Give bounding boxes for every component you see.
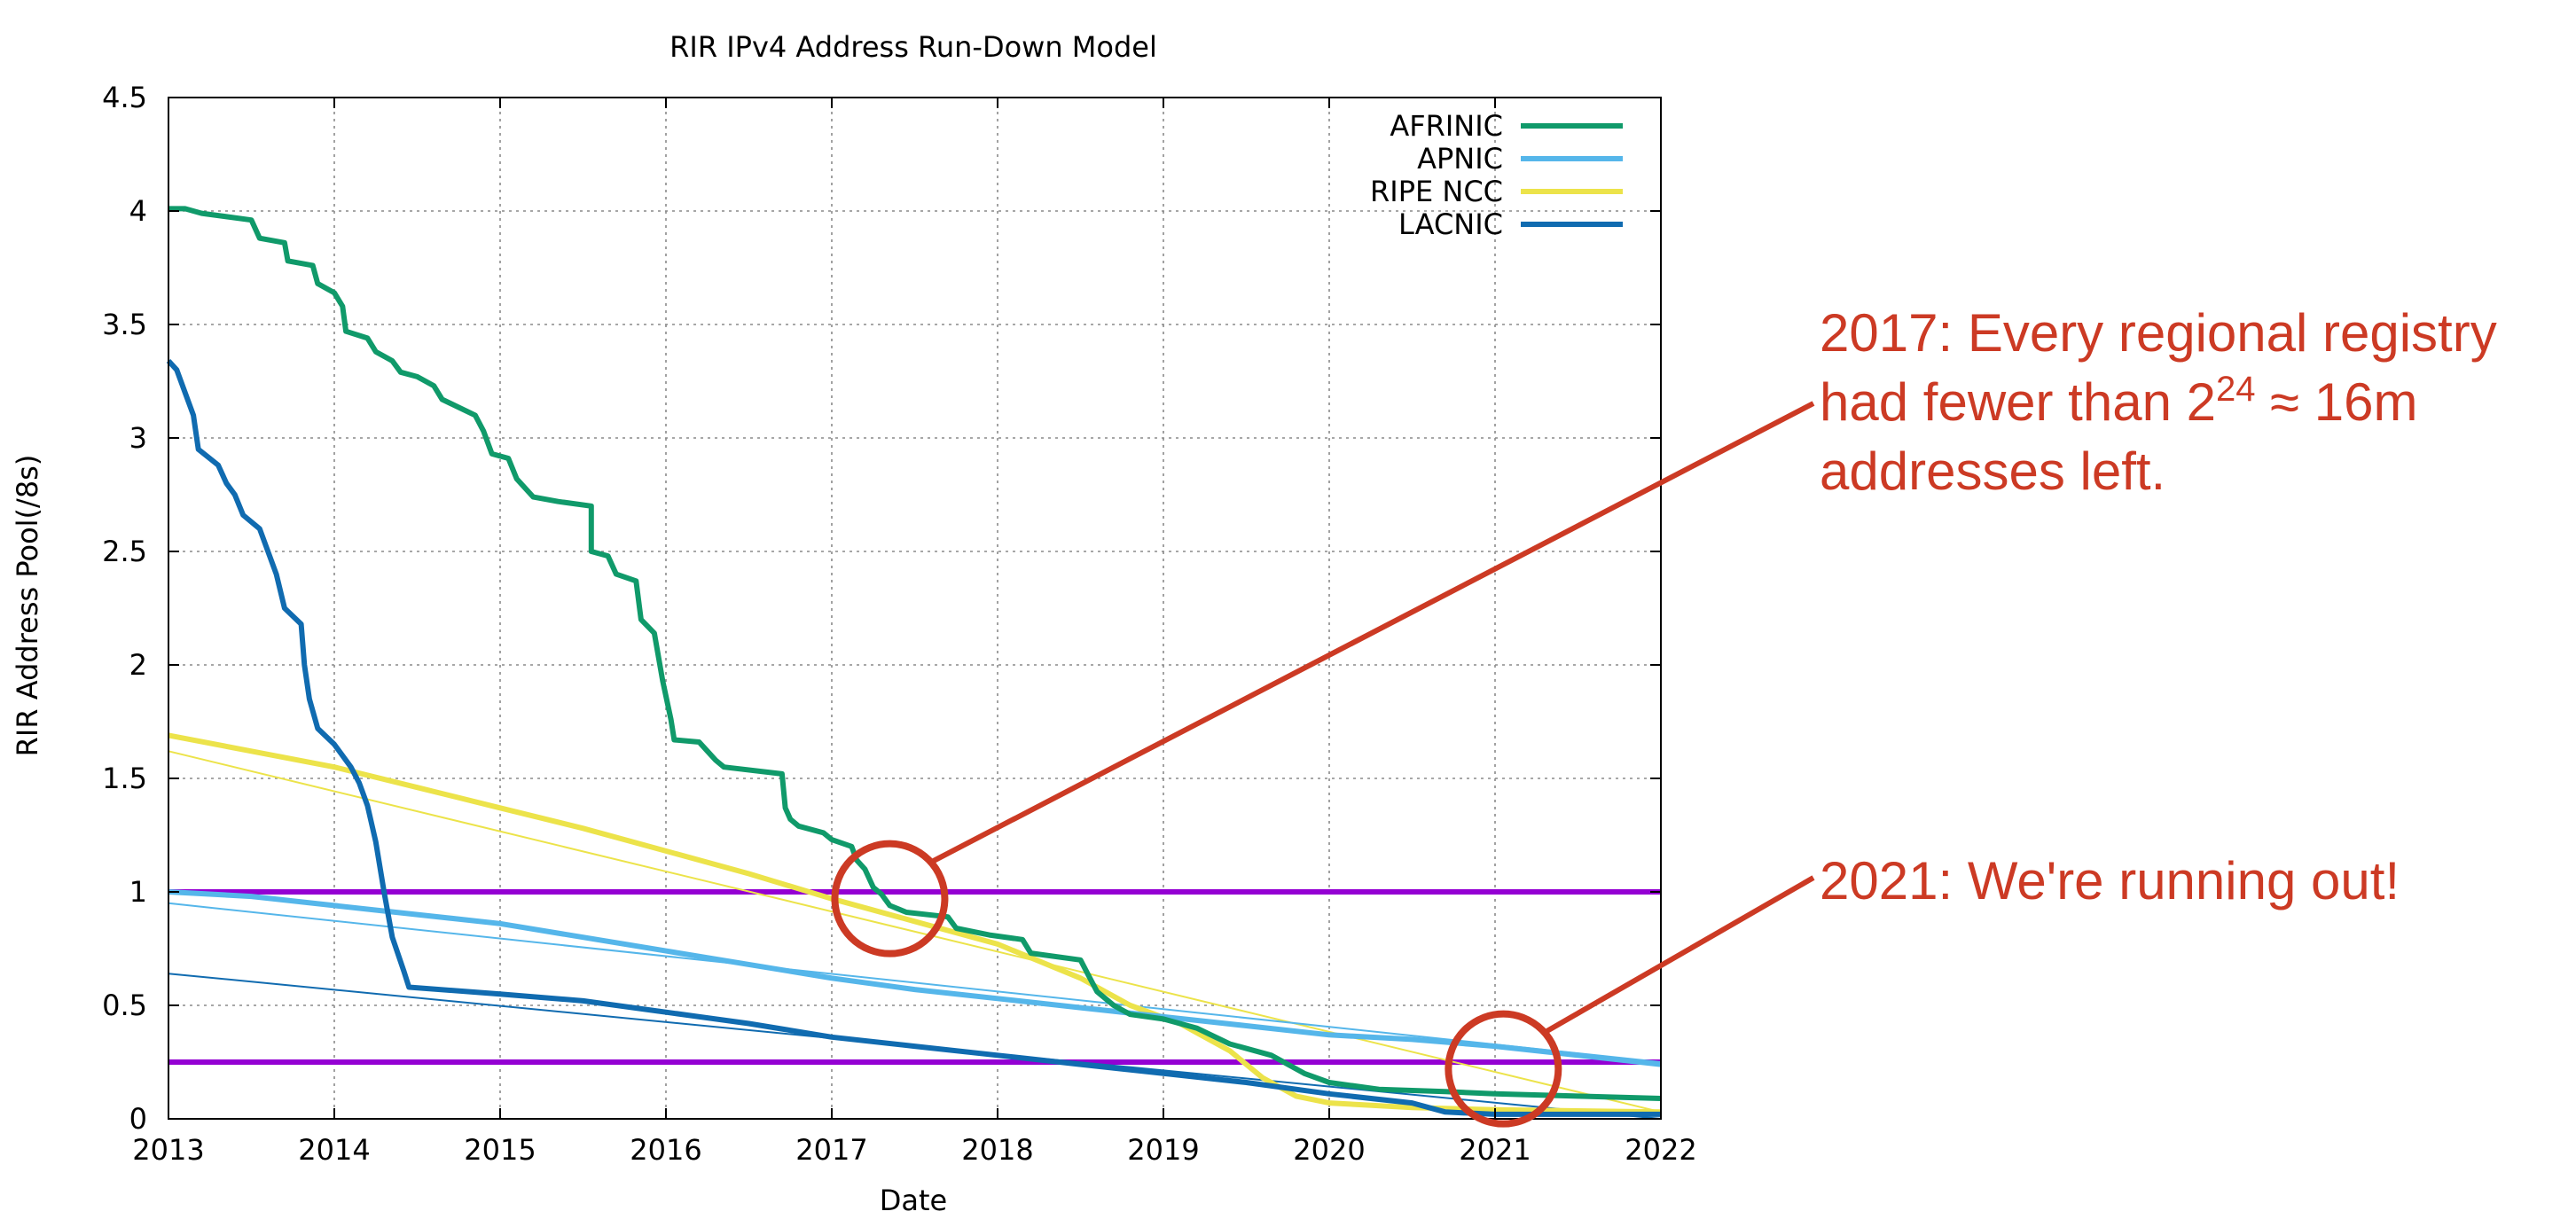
x-tick-label: 2015 — [464, 1133, 536, 1167]
y-tick-label: 4.5 — [102, 81, 147, 114]
annotation-2017-line1: 2017: Every regional registry — [1820, 303, 2497, 363]
tick-labels: 2013 2014 2015 2016 2017 2018 2019 2020 2021 2022… — [102, 81, 1697, 1167]
legend-label-lacnic: LACNIC — [1398, 207, 1503, 241]
grid — [168, 98, 1661, 1119]
y-tick-label: 1 — [129, 875, 147, 909]
highlight-circle-2021 — [1445, 1010, 1562, 1128]
x-tick-label: 2020 — [1293, 1133, 1365, 1167]
x-tick-label: 2017 — [795, 1133, 867, 1167]
callout-line-2021 — [1544, 875, 1815, 1035]
x-tick-label: 2018 — [961, 1133, 1033, 1167]
x-tick-label: 2016 — [630, 1133, 701, 1167]
chart-title: RIR IPv4 Address Run-Down Model — [669, 30, 1157, 64]
y-tick-label: 0 — [129, 1102, 147, 1136]
series-line-afrinic — [168, 206, 1662, 1101]
annotation-2021: 2021: We're running out! — [1820, 851, 2400, 910]
x-tick-label: 2021 — [1459, 1133, 1531, 1167]
trend-line-ripe — [168, 750, 1662, 1114]
y-tick-label: 1.5 — [102, 762, 147, 795]
x-tick-label: 2019 — [1127, 1133, 1199, 1167]
y-axis-label: RIR Address Pool(/8s) — [11, 455, 44, 757]
annotation-2017-line2: had fewer than 224 ≈ 16m — [1820, 370, 2417, 432]
series-line-ripe — [168, 732, 1662, 1115]
x-tick-label: 2013 — [132, 1133, 204, 1167]
series-lines — [166, 206, 1662, 1117]
callout-line-2017 — [931, 401, 1815, 864]
y-tick-label: 3.5 — [102, 308, 147, 341]
x-tick-label: 2022 — [1625, 1133, 1696, 1167]
x-axis-label: Date — [880, 1184, 947, 1217]
legend-label-ripe: RIPE NCC — [1370, 175, 1503, 208]
annotations: 2017: Every regional registry had fewer t… — [831, 303, 2497, 1128]
y-tick-label: 2.5 — [102, 535, 147, 568]
y-tick-label: 3 — [129, 421, 147, 455]
x-tick-label: 2014 — [298, 1133, 370, 1167]
legend-label-afrinic: AFRINIC — [1390, 109, 1503, 143]
y-tick-label: 4 — [129, 194, 147, 228]
annotation-2017-line3: addresses left. — [1820, 442, 2165, 501]
trend-line-apnic — [168, 902, 1662, 1063]
legend-label-apnic: APNIC — [1417, 142, 1503, 176]
threshold-lines — [168, 889, 1661, 1065]
highlight-circle-2017 — [831, 840, 949, 957]
y-tick-label: 0.5 — [102, 989, 147, 1022]
y-tick-label: 2 — [129, 648, 147, 682]
series-line-lacnic — [166, 358, 1661, 1117]
series-line-apnic — [168, 889, 1662, 1067]
plot-border — [168, 97, 1662, 1120]
